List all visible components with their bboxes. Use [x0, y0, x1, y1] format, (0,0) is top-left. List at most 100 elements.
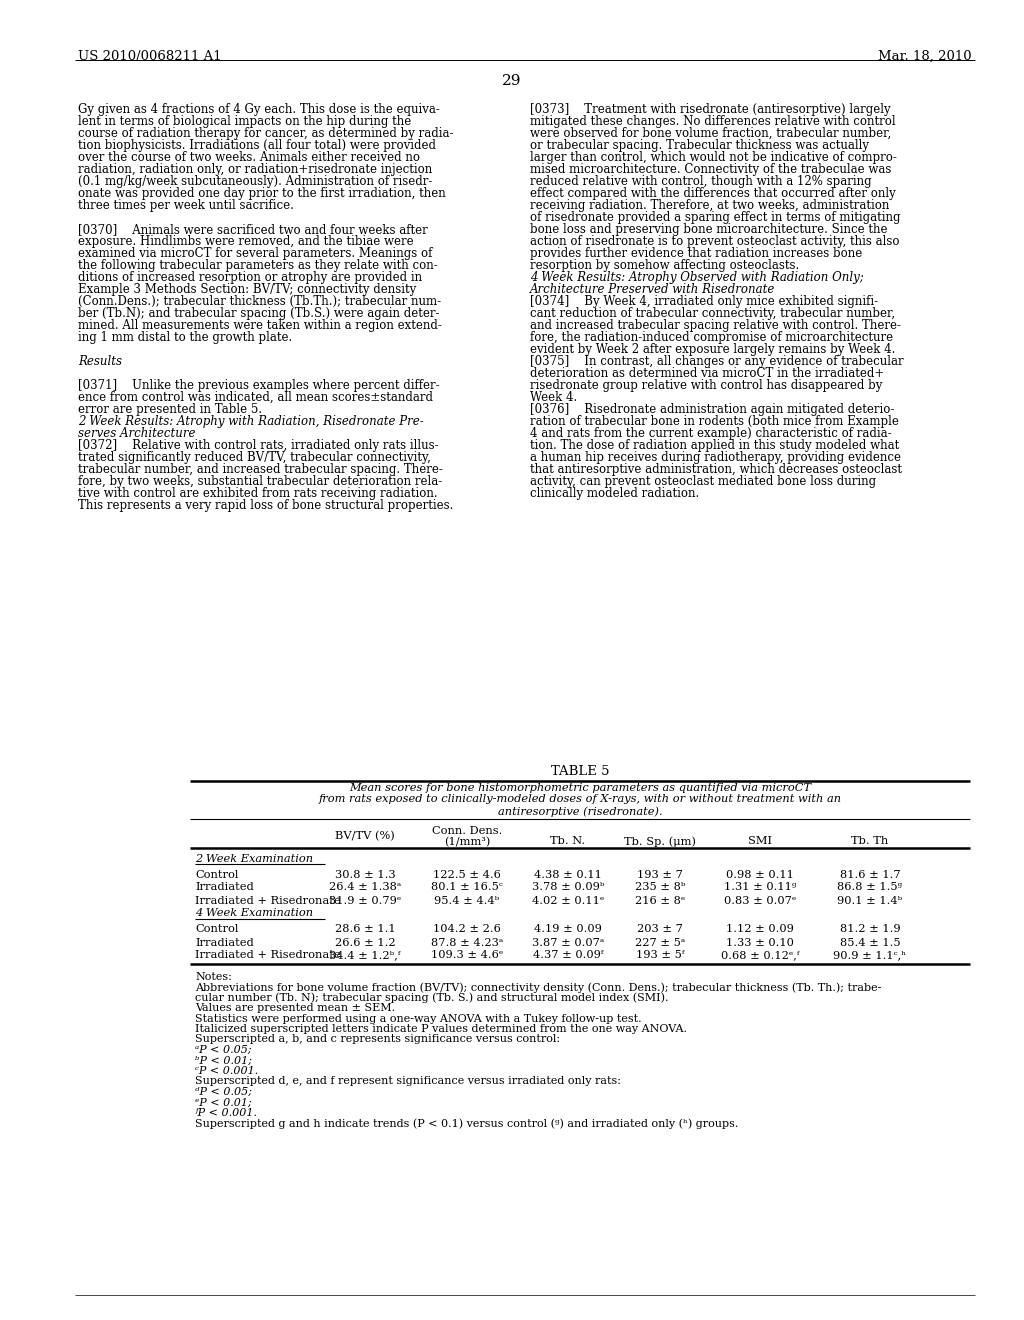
- Text: over the course of two weeks. Animals either received no: over the course of two weeks. Animals ei…: [78, 150, 420, 164]
- Text: 203 ± 7: 203 ± 7: [637, 924, 683, 935]
- Text: 26.6 ± 1.2: 26.6 ± 1.2: [335, 937, 395, 948]
- Text: 29: 29: [502, 74, 522, 88]
- Text: the following trabecular parameters as they relate with con-: the following trabecular parameters as t…: [78, 259, 437, 272]
- Text: course of radiation therapy for cancer, as determined by radia-: course of radiation therapy for cancer, …: [78, 127, 454, 140]
- Text: 4 Week Examination: 4 Week Examination: [195, 908, 313, 919]
- Text: onate was provided one day prior to the first irradiation, then: onate was provided one day prior to the …: [78, 187, 445, 201]
- Text: 30.8 ± 1.3: 30.8 ± 1.3: [335, 870, 395, 879]
- Text: ᵃP < 0.05;: ᵃP < 0.05;: [195, 1045, 252, 1055]
- Text: mised microarchitecture. Connectivity of the trabeculae was: mised microarchitecture. Connectivity of…: [530, 162, 891, 176]
- Text: action of risedronate is to prevent osteoclast activity, this also: action of risedronate is to prevent oste…: [530, 235, 899, 248]
- Text: [0371]    Unlike the previous examples where percent differ-: [0371] Unlike the previous examples wher…: [78, 379, 439, 392]
- Text: cular number (Tb. N); trabecular spacing (Tb. S.) and structural model index (SM: cular number (Tb. N); trabecular spacing…: [195, 993, 669, 1003]
- Text: were observed for bone volume fraction, trabecular number,: were observed for bone volume fraction, …: [530, 127, 891, 140]
- Text: bone loss and preserving bone microarchitecture. Since the: bone loss and preserving bone microarchi…: [530, 223, 888, 236]
- Text: 104.2 ± 2.6: 104.2 ± 2.6: [433, 924, 501, 935]
- Text: a human hip receives during radiotherapy, providing evidence: a human hip receives during radiotherapy…: [530, 451, 901, 465]
- Text: ᵇP < 0.01;: ᵇP < 0.01;: [195, 1056, 252, 1065]
- Text: 3.78 ± 0.09ᵇ: 3.78 ± 0.09ᵇ: [531, 883, 604, 892]
- Text: 0.68 ± 0.12ᵉ,ᶠ: 0.68 ± 0.12ᵉ,ᶠ: [721, 950, 799, 961]
- Text: 4.19 ± 0.09: 4.19 ± 0.09: [535, 924, 602, 935]
- Text: Irradiated: Irradiated: [195, 883, 254, 892]
- Text: Results: Results: [78, 355, 122, 368]
- Text: 216 ± 8ᵉ: 216 ± 8ᵉ: [635, 895, 685, 906]
- Text: ᵈP < 0.05;: ᵈP < 0.05;: [195, 1086, 252, 1097]
- Text: receiving radiation. Therefore, at two weeks, administration: receiving radiation. Therefore, at two w…: [530, 199, 890, 213]
- Text: radiation, radiation only, or radiation+risedronate injection: radiation, radiation only, or radiation+…: [78, 162, 432, 176]
- Text: larger than control, which would not be indicative of compro-: larger than control, which would not be …: [530, 150, 897, 164]
- Text: 1.12 ± 0.09: 1.12 ± 0.09: [726, 924, 794, 935]
- Text: and increased trabecular spacing relative with control. There-: and increased trabecular spacing relativ…: [530, 319, 901, 333]
- Text: 1.31 ± 0.11ᵍ: 1.31 ± 0.11ᵍ: [724, 883, 797, 892]
- Text: 0.98 ± 0.11: 0.98 ± 0.11: [726, 870, 794, 879]
- Text: Notes:: Notes:: [195, 972, 231, 982]
- Text: 87.8 ± 4.23ᵃ: 87.8 ± 4.23ᵃ: [431, 937, 503, 948]
- Text: 1.33 ± 0.10: 1.33 ± 0.10: [726, 937, 794, 948]
- Text: Tb. Th: Tb. Th: [851, 837, 889, 846]
- Text: Mar. 18, 2010: Mar. 18, 2010: [879, 50, 972, 63]
- Text: 4.37 ± 0.09ᶠ: 4.37 ± 0.09ᶠ: [532, 950, 603, 961]
- Text: ᵉP < 0.01;: ᵉP < 0.01;: [195, 1097, 252, 1107]
- Text: 86.8 ± 1.5ᵍ: 86.8 ± 1.5ᵍ: [838, 883, 902, 892]
- Text: [0375]    In contrast, all changes or any evidence of trabecular: [0375] In contrast, all changes or any e…: [530, 355, 903, 368]
- Text: reduced relative with control, though with a 12% sparing: reduced relative with control, though wi…: [530, 176, 871, 187]
- Text: US 2010/0068211 A1: US 2010/0068211 A1: [78, 50, 221, 63]
- Text: Control: Control: [195, 870, 239, 879]
- Text: trabecular number, and increased trabecular spacing. There-: trabecular number, and increased trabecu…: [78, 463, 442, 477]
- Text: Tb. Sp. (μm): Tb. Sp. (μm): [624, 837, 696, 847]
- Text: 122.5 ± 4.6: 122.5 ± 4.6: [433, 870, 501, 879]
- Text: three times per week until sacrifice.: three times per week until sacrifice.: [78, 199, 294, 213]
- Text: 80.1 ± 16.5ᶜ: 80.1 ± 16.5ᶜ: [431, 883, 503, 892]
- Text: Mean scores for bone histomorphometric parameters as quantified via microCT: Mean scores for bone histomorphometric p…: [349, 783, 811, 793]
- Text: or trabecular spacing. Trabecular thickness was actually: or trabecular spacing. Trabecular thickn…: [530, 139, 869, 152]
- Text: tive with control are exhibited from rats receiving radiation.: tive with control are exhibited from rat…: [78, 487, 437, 500]
- Text: Superscripted g and h indicate trends (P < 0.1) versus control (ᵍ) and irradiate: Superscripted g and h indicate trends (P…: [195, 1118, 738, 1129]
- Text: ber (Tb.N); and trabecular spacing (Tb.S.) were again deter-: ber (Tb.N); and trabecular spacing (Tb.S…: [78, 308, 439, 319]
- Text: 4 and rats from the current example) characteristic of radia-: 4 and rats from the current example) cha…: [530, 426, 892, 440]
- Text: clinically modeled radiation.: clinically modeled radiation.: [530, 487, 699, 500]
- Text: 28.6 ± 1.1: 28.6 ± 1.1: [335, 924, 395, 935]
- Text: 109.3 ± 4.6ᵉ: 109.3 ± 4.6ᵉ: [431, 950, 503, 961]
- Text: 2 Week Examination: 2 Week Examination: [195, 854, 313, 863]
- Text: 4.38 ± 0.11: 4.38 ± 0.11: [535, 870, 602, 879]
- Text: Tb. N.: Tb. N.: [551, 837, 586, 846]
- Text: TABLE 5: TABLE 5: [551, 766, 609, 777]
- Text: Values are presented mean ± SEM.: Values are presented mean ± SEM.: [195, 1003, 395, 1012]
- Text: from rats exposed to clinically-modeled doses of X-rays, with or without treatme: from rats exposed to clinically-modeled …: [318, 795, 842, 804]
- Text: 26.4 ± 1.38ᵃ: 26.4 ± 1.38ᵃ: [329, 883, 401, 892]
- Text: Example 3 Methods Section: BV/TV; connectivity density: Example 3 Methods Section: BV/TV; connec…: [78, 282, 416, 296]
- Text: 235 ± 8ᵇ: 235 ± 8ᵇ: [635, 883, 685, 892]
- Text: [0370]    Animals were sacrificed two and four weeks after: [0370] Animals were sacrificed two and f…: [78, 223, 428, 236]
- Text: provides further evidence that radiation increases bone: provides further evidence that radiation…: [530, 247, 862, 260]
- Text: SMI: SMI: [748, 837, 772, 846]
- Text: 81.2 ± 1.9: 81.2 ± 1.9: [840, 924, 900, 935]
- Text: Gy given as 4 fractions of 4 Gy each. This dose is the equiva-: Gy given as 4 fractions of 4 Gy each. Th…: [78, 103, 440, 116]
- Text: Irradiated: Irradiated: [195, 937, 254, 948]
- Text: deterioration as determined via microCT in the irradiated+: deterioration as determined via microCT …: [530, 367, 885, 380]
- Text: examined via microCT for several parameters. Meanings of: examined via microCT for several paramet…: [78, 247, 432, 260]
- Text: Superscripted a, b, and c represents significance versus control:: Superscripted a, b, and c represents sig…: [195, 1035, 560, 1044]
- Text: Irradiated + Risedronate: Irradiated + Risedronate: [195, 950, 341, 961]
- Text: serves Architecture: serves Architecture: [78, 426, 196, 440]
- Text: 193 ± 5ᶠ: 193 ± 5ᶠ: [636, 950, 684, 961]
- Text: Control: Control: [195, 924, 239, 935]
- Text: Superscripted d, e, and f represent significance versus irradiated only rats:: Superscripted d, e, and f represent sign…: [195, 1077, 621, 1086]
- Text: 31.9 ± 0.79ᵉ: 31.9 ± 0.79ᵉ: [329, 895, 401, 906]
- Text: Conn. Dens.: Conn. Dens.: [432, 825, 502, 836]
- Text: ing 1 mm distal to the growth plate.: ing 1 mm distal to the growth plate.: [78, 331, 292, 345]
- Text: 4.02 ± 0.11ᵉ: 4.02 ± 0.11ᵉ: [531, 895, 604, 906]
- Text: evident by Week 2 after exposure largely remains by Week 4.: evident by Week 2 after exposure largely…: [530, 343, 895, 356]
- Text: mined. All measurements were taken within a region extend-: mined. All measurements were taken withi…: [78, 319, 442, 333]
- Text: that antiresorptive administration, which decreases osteoclast: that antiresorptive administration, whic…: [530, 463, 902, 477]
- Text: 34.4 ± 1.2ᵇ,ᶠ: 34.4 ± 1.2ᵇ,ᶠ: [330, 950, 400, 961]
- Text: ᶠP < 0.001.: ᶠP < 0.001.: [195, 1107, 257, 1118]
- Text: 95.4 ± 4.4ᵇ: 95.4 ± 4.4ᵇ: [434, 895, 500, 906]
- Text: [0372]    Relative with control rats, irradiated only rats illus-: [0372] Relative with control rats, irrad…: [78, 440, 438, 451]
- Text: 193 ± 7: 193 ± 7: [637, 870, 683, 879]
- Text: 81.6 ± 1.7: 81.6 ± 1.7: [840, 870, 900, 879]
- Text: 90.1 ± 1.4ᵇ: 90.1 ± 1.4ᵇ: [838, 895, 902, 906]
- Text: risedronate group relative with control has disappeared by: risedronate group relative with control …: [530, 379, 883, 392]
- Text: fore, by two weeks, substantial trabecular deterioration rela-: fore, by two weeks, substantial trabecul…: [78, 475, 442, 488]
- Text: 2 Week Results: Atrophy with Radiation, Risedronate Pre-: 2 Week Results: Atrophy with Radiation, …: [78, 414, 424, 428]
- Text: [0376]    Risedronate administration again mitigated deterio-: [0376] Risedronate administration again …: [530, 403, 894, 416]
